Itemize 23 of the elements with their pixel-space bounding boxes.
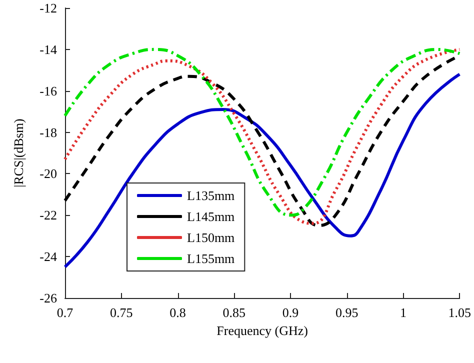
y-axis-title: |RCS|(dBsm) (11, 118, 26, 188)
legend-label: L145mm (187, 209, 235, 224)
x-axis-title: Frequency (GHz) (216, 322, 308, 338)
x-tick-label: 1 (400, 305, 406, 320)
x-tick-label: 0.8 (170, 305, 186, 320)
x-tick-label: 0.85 (222, 305, 246, 320)
y-tick-label: -24 (40, 249, 58, 264)
legend-label: L155mm (187, 251, 235, 266)
legend-label: L150mm (187, 230, 235, 245)
y-tick-label: -12 (40, 0, 57, 16)
y-tick-label: -18 (40, 124, 57, 140)
legend-label: L135mm (187, 188, 235, 203)
y-tick-label: -14 (40, 42, 58, 57)
x-tick-label: 0.95 (336, 305, 358, 320)
x-tick-label: 0.9 (282, 305, 299, 320)
x-tick-label: 0.75 (110, 305, 133, 320)
y-tick-label: -26 (40, 290, 58, 306)
y-tick-label: -16 (40, 83, 58, 98)
y-tick-label: -20 (40, 166, 57, 182)
x-tick-label: 1.05 (448, 305, 471, 320)
x-tick-label: 0.7 (56, 305, 74, 320)
y-tick-label: -22 (40, 208, 57, 223)
line-series (64, 72, 462, 268)
